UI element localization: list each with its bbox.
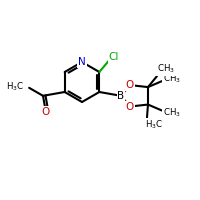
- Text: B: B: [117, 91, 125, 101]
- Text: O: O: [42, 107, 50, 117]
- Text: O: O: [126, 80, 134, 90]
- Text: N: N: [78, 57, 86, 67]
- Text: Cl: Cl: [109, 52, 119, 62]
- Text: CH$_3$: CH$_3$: [157, 63, 175, 75]
- Text: O: O: [126, 102, 134, 112]
- Text: H$_3$C: H$_3$C: [6, 81, 24, 93]
- Text: H$_3$C: H$_3$C: [145, 118, 163, 131]
- Text: CH$_3$: CH$_3$: [163, 106, 181, 119]
- Text: CH$_3$: CH$_3$: [163, 73, 181, 85]
